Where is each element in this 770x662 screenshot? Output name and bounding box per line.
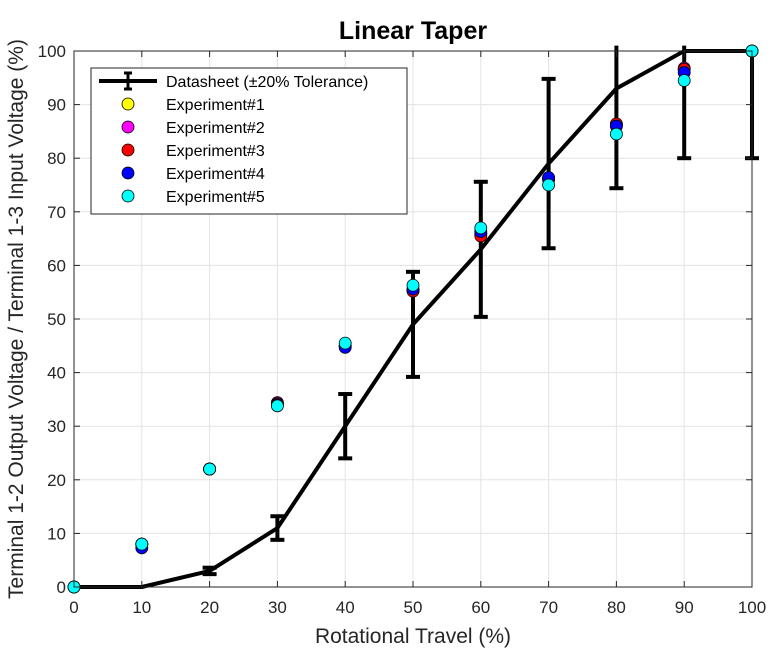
x-axis-label: Rotational Travel (%) <box>315 625 511 648</box>
y-tick-label: 30 <box>47 417 66 436</box>
y-tick-label: 90 <box>47 96 66 115</box>
legend-entry: Experiment#2 <box>121 120 265 137</box>
axis-ticks: 0 10 20 30 40 50 60 70 80 90 100 0 10 20 30 40 50 60 70 80 9… <box>38 42 767 617</box>
experiment-5-point <box>406 278 420 292</box>
x-tick-label: 20 <box>200 598 219 617</box>
y-tick-label: 10 <box>47 524 66 543</box>
legend-entry: Datasheet (±20% Tolerance) <box>99 71 368 91</box>
x-tick-label: 0 <box>69 598 78 617</box>
experiment-5-point <box>677 74 691 87</box>
x-tick-label: 70 <box>539 598 558 617</box>
x-tick-label: 10 <box>132 598 151 617</box>
y-axis-label: Terminal 1-2 Output Voltage / Terminal 1… <box>5 39 28 599</box>
legend-label: Experiment#2 <box>166 120 265 137</box>
datasheet-errorbar <box>202 565 217 577</box>
legend-box <box>90 67 408 215</box>
legend-marker-swatch <box>121 143 135 157</box>
legend-entry: Experiment#1 <box>121 97 265 114</box>
experiment-5-point <box>135 537 149 551</box>
legend-label: Experiment#5 <box>166 189 265 206</box>
y-tick-label: 20 <box>47 471 66 490</box>
y-tick-label: 50 <box>47 310 66 329</box>
experiment-5-point <box>270 399 284 413</box>
y-tick-label: 80 <box>47 149 66 168</box>
legend-marker-swatch <box>121 189 135 203</box>
legend-label: Datasheet (±20% Tolerance) <box>166 74 368 91</box>
chart-title: Linear Taper <box>339 17 487 45</box>
legend: Datasheet (±20% Tolerance) Experiment#1 Ex… <box>90 67 408 215</box>
legend-marker-swatch <box>121 120 135 134</box>
legend-entry: Experiment#4 <box>121 166 265 183</box>
legend-label: Experiment#4 <box>166 166 265 183</box>
datasheet-errorbar <box>609 45 624 191</box>
experiment-5-point <box>338 336 352 350</box>
x-tick-label: 80 <box>607 598 626 617</box>
experiment-5-point <box>474 221 488 235</box>
x-tick-label: 50 <box>404 598 423 617</box>
x-tick-label: 90 <box>675 598 694 617</box>
legend-label: Experiment#1 <box>166 97 265 114</box>
x-tick-label: 40 <box>336 598 355 617</box>
legend-marker-swatch <box>121 166 135 180</box>
datasheet-errorbar <box>338 392 353 461</box>
x-tick-label: 30 <box>268 598 287 617</box>
legend-label: Experiment#3 <box>166 143 265 160</box>
y-tick-label: 60 <box>47 256 66 275</box>
datasheet-errorbar <box>473 179 488 319</box>
legend-entry: Experiment#5 <box>121 189 265 206</box>
experiment-5-point <box>610 127 623 141</box>
y-tick-label: 70 <box>47 203 66 222</box>
y-tick-label: 40 <box>47 364 66 383</box>
y-tick-label: 100 <box>38 42 66 61</box>
x-tick-label: 60 <box>471 598 490 617</box>
y-tick-label: 0 <box>57 578 66 597</box>
experiment-5-point <box>203 462 217 476</box>
experiment-5-point <box>542 178 555 192</box>
legend-entry: Experiment#3 <box>121 143 265 160</box>
x-tick-label: 100 <box>738 598 766 617</box>
datasheet-errorbar <box>270 514 285 542</box>
legend-marker-swatch <box>121 97 135 111</box>
datasheet-errorbar <box>541 76 556 251</box>
